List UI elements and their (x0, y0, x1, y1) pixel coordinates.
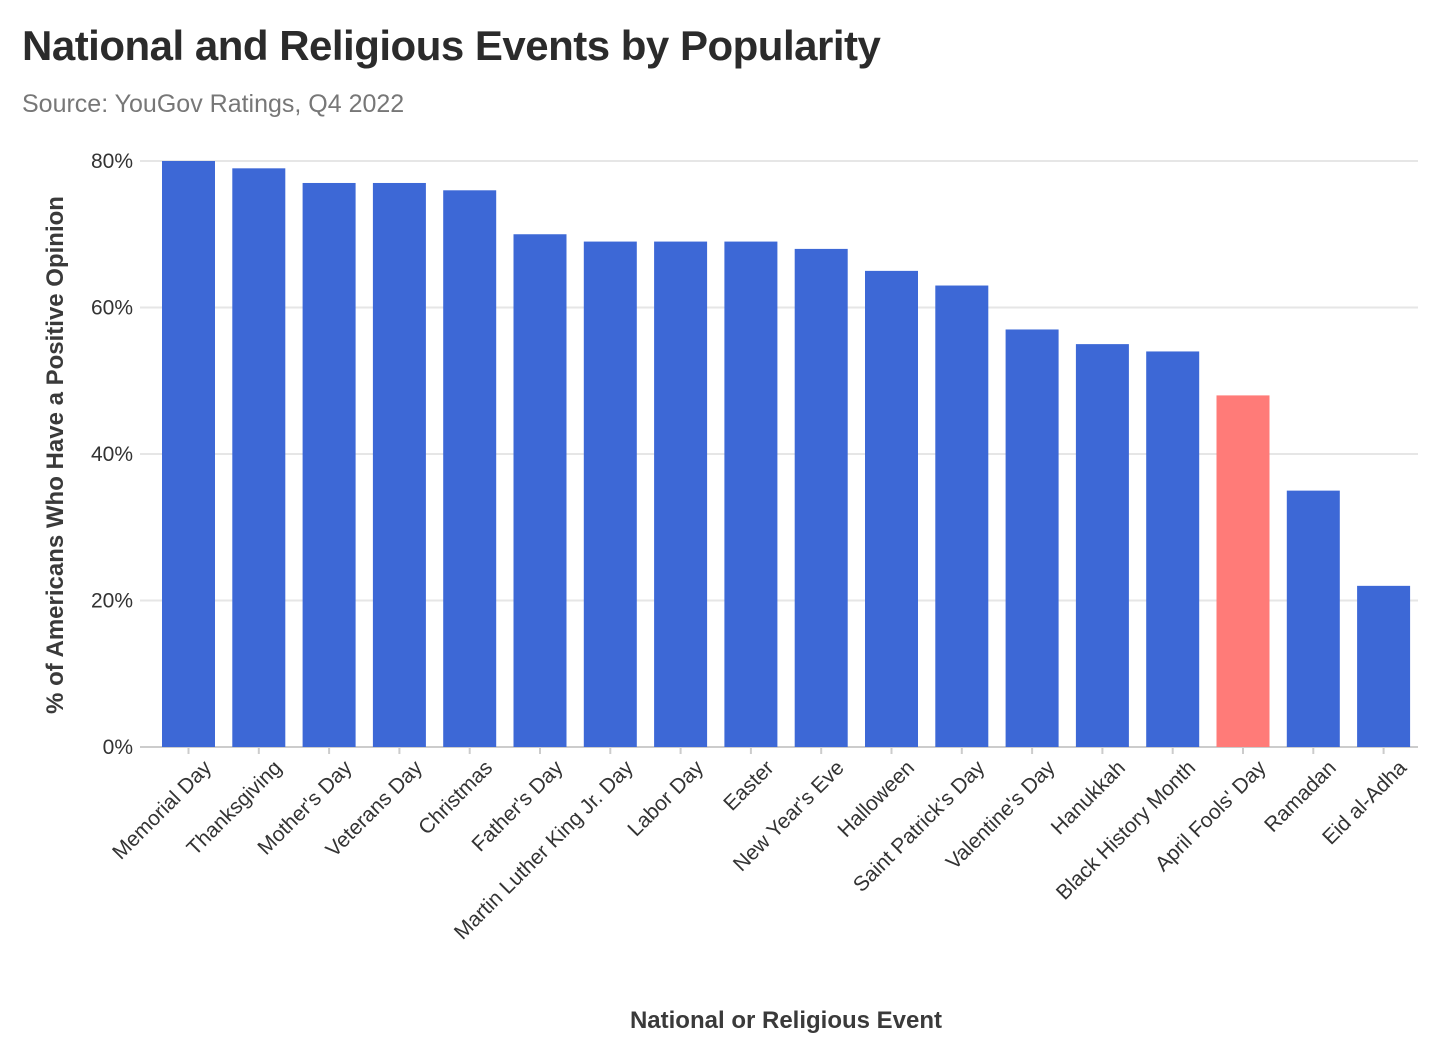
bar (1357, 585, 1411, 747)
x-tick-label: Easter (719, 756, 778, 815)
x-axis-title: National or Religious Event (630, 1007, 942, 1034)
bar (372, 182, 426, 748)
x-tick-label: Labor Day (623, 756, 708, 841)
bar (513, 234, 567, 747)
bar (162, 161, 215, 747)
bar (1005, 329, 1059, 747)
bars (162, 161, 1411, 748)
chart-title: National and Religious Events by Popular… (22, 22, 881, 69)
bar (935, 285, 989, 747)
x-tick-label: Black History Month (1052, 756, 1200, 904)
bar (865, 270, 918, 747)
y-tick-label: 80% (91, 150, 133, 173)
y-axis-ticks: 0% 20% 40% 60% 80% (91, 150, 133, 759)
bar (1216, 395, 1270, 747)
y-tick-label: 40% (91, 443, 133, 466)
y-tick-label: 20% (91, 590, 133, 613)
bar (1075, 344, 1129, 747)
y-tick-label: 60% (91, 297, 133, 320)
bar (1146, 351, 1200, 747)
bar (1286, 490, 1340, 747)
bar (583, 241, 637, 747)
bar (302, 182, 356, 748)
chart-subtitle: Source: YouGov Ratings, Q4 2022 (22, 90, 405, 118)
y-tick-label: 0% (103, 736, 133, 759)
bar (724, 241, 778, 747)
bar (654, 241, 708, 747)
bar (232, 168, 286, 747)
bar (443, 190, 497, 748)
x-tick-label: Saint Patrick's Day (849, 756, 990, 897)
y-axis-title: % of Americans Who Have a Positive Opini… (42, 196, 69, 714)
bar (794, 248, 848, 747)
